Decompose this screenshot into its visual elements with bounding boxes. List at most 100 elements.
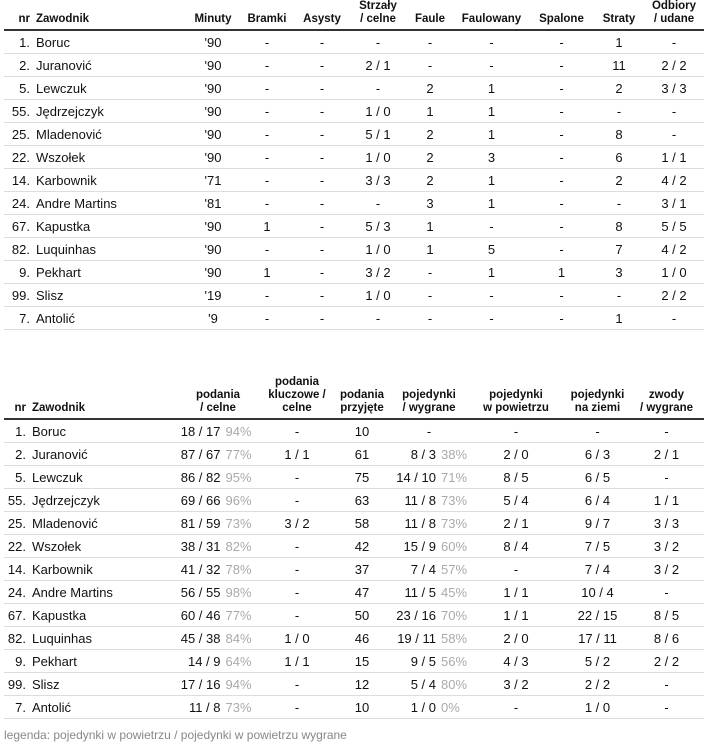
column-header: Minuty [186,0,240,31]
stat-cell: 3 / 3 [350,168,406,192]
stat-cell: 1 / 0 [350,145,406,169]
stat-cell: - [529,214,594,238]
stat-cell: 2 [406,168,454,192]
stat-cell: 1 [454,260,529,284]
stat-cell: 1 / 1 [262,442,332,466]
player-name: Juranović [36,53,186,77]
stat-cell: 8 / 6 [629,626,704,650]
stat-cell: - [294,76,350,100]
stat-cell: 8 / 3 38% [392,442,467,466]
stat-value: 38 / 31 [180,538,221,554]
stat-cell: - [644,99,704,123]
column-header: pojedynki / wygrane [392,376,466,420]
column-header: Faulowany [454,0,529,31]
stat-cell: 4 / 2 [644,237,704,261]
stat-cell: - [529,145,594,169]
player-row: 24. Andre Martins 56 / 55 98% -47 11 / 5 45% 1 … [4,580,704,604]
player-name: Pekhart [32,649,174,673]
header-line: Zawodnik [32,402,86,414]
stat-cell: 3 / 2 [629,557,704,581]
column-header: podania / celne [174,376,262,420]
player-name: Kapustka [32,603,174,627]
stat-cell: - [294,53,350,77]
stat-cell: - [466,695,566,719]
player-name: Jędrzejczyk [32,488,174,512]
header-line: Faule [414,13,446,25]
stat-cell: 1 / 1 [644,145,704,169]
player-row: 82. Luquinhas 45 / 38 84% 1 / 0 46 19 / 11 58% 2… [4,626,704,650]
header-line: Faulowany [461,13,522,25]
stat-cell: - [454,30,529,54]
stat-cell: 1 / 0 [350,99,406,123]
shirt-number: 25. [4,122,36,146]
stat-cell: - [594,283,644,307]
stat-value: 69 / 66 [180,492,221,508]
stat-percent: 73% [225,515,252,531]
header-line: Zawodnik [36,13,90,25]
stat-cell: - [294,306,350,330]
stat-cell: - [529,53,594,77]
header-line: Bramki [247,13,287,25]
stat-value: 1 / 0 [410,699,436,715]
stat-cell: - [466,557,566,581]
stat-cell: 1 [406,214,454,238]
stat-cell: - [644,122,704,146]
stat-percent: 71% [441,469,468,485]
stat-cell: 2 [406,76,454,100]
stat-cell: 2 / 0 [466,442,566,466]
stat-cell: - [350,30,406,54]
stat-cell: 14 / 9 64% [174,649,262,673]
stat-percent: 77% [225,607,252,623]
stat-cell: - [406,306,454,330]
stat-cell: - [629,695,704,719]
player-name: Andre Martins [36,191,186,215]
stat-cell: 56 / 55 98% [174,580,262,604]
stat-cell: 2 [406,145,454,169]
stat-cell: 11 / 8 73% [392,488,467,512]
stat-cell: - [294,99,350,123]
stat-cell: 1 [406,99,454,123]
stat-cell: - [240,122,294,146]
column-header: zwody / wygrane [629,376,704,420]
stat-value: 14 / 9 [187,653,221,669]
stat-cell: 1 [529,260,594,284]
stat-cell: - [240,53,294,77]
player-name: Wszołek [36,145,186,169]
shirt-number: 5. [4,465,32,489]
player-name: Lewczuk [32,465,174,489]
header-line: kluczowe / [268,389,326,401]
stat-cell: - [529,283,594,307]
stat-cell: 10 [332,695,392,719]
stat-cell: '90 [186,99,240,123]
player-row: 2. Juranović '90- -2 / 1- - -11 2 / 2 [4,53,704,77]
player-name: Jędrzejczyk [36,99,186,123]
stat-cell: 6 / 3 [566,442,629,466]
stat-cell: '90 [186,260,240,284]
stat-cell: - [406,283,454,307]
stat-cell: - [262,419,332,443]
stat-cell: 2 / 1 [350,53,406,77]
stat-cell: 7 / 4 57% [392,557,467,581]
stat-cell: - [294,168,350,192]
stat-cell: 14 / 10 71% [392,465,467,489]
header-line: podania [195,389,241,401]
player-name: Pekhart [36,260,186,284]
column-header: Straty [594,0,644,31]
stat-cell: 1 [454,191,529,215]
shirt-number: 24. [4,580,32,604]
stat-cell: 17 / 16 94% [174,672,262,696]
stat-cell: 1 [454,168,529,192]
header-line: / celne [200,402,236,414]
column-header: pojedynki w powietrzu [466,376,566,420]
stat-cell: 1 / 1 [262,649,332,673]
header-row: nr Zawodnik Minuty Bramki Asysty Strzały / cel… [4,0,704,31]
stat-percent: 94% [225,676,252,692]
shirt-number: 9. [4,649,32,673]
stat-cell: 2 / 2 [644,53,704,77]
stat-cell: 2 [406,122,454,146]
